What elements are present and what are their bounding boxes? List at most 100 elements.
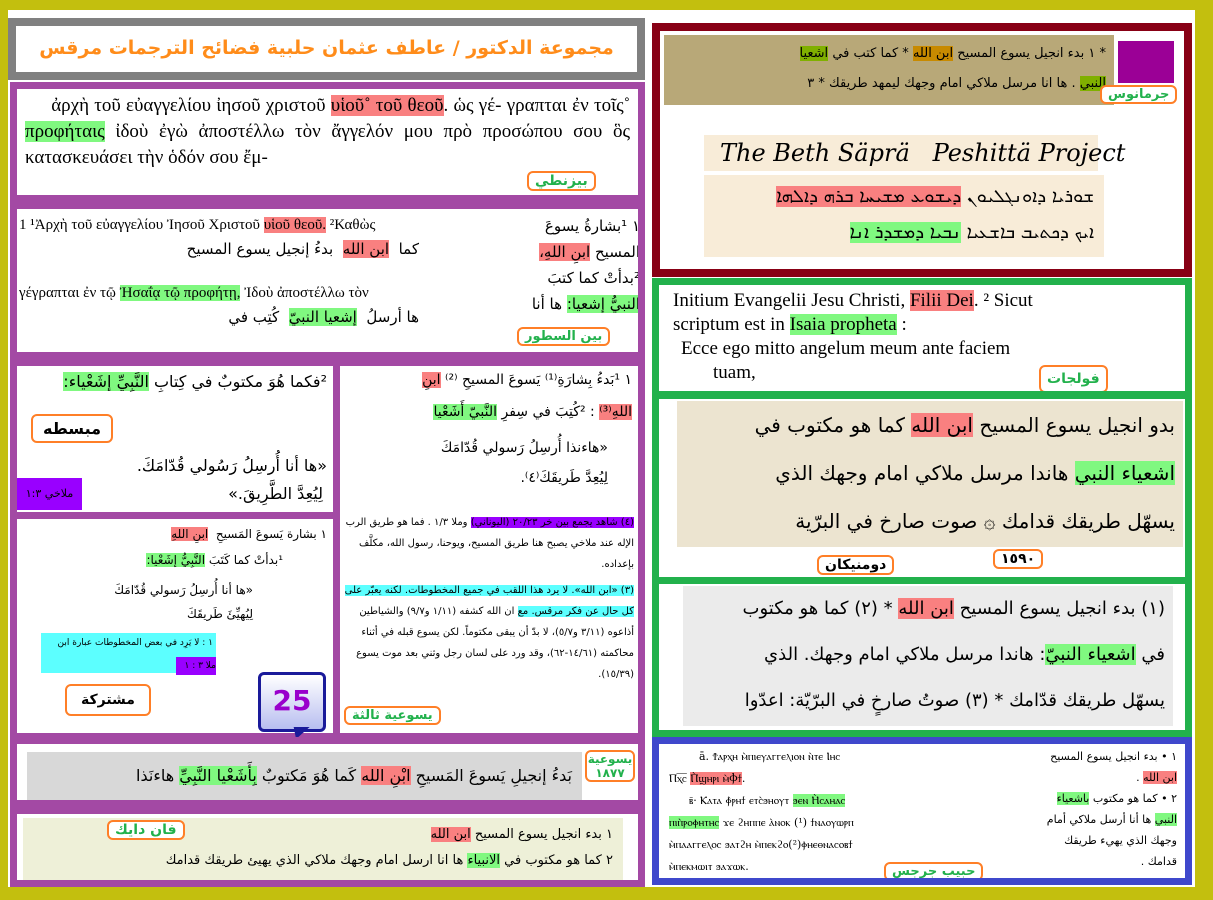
vulgate-panel: Initium Evangelii Jesu Christi, Filii De… — [652, 278, 1192, 398]
son-of-god-highlight: ابن الله — [1143, 771, 1177, 784]
arabic-line: كُتِب في — [228, 308, 280, 326]
title-box: مجموعة الدكتور / عاطف عثمان حلبية فضائح … — [8, 18, 645, 80]
byzantine-panel: ἀρχὴ τοῦ εὐαγγελίου ἰησοῦ χριστοῦ υἱοῦ˚ … — [10, 82, 645, 202]
arabic-line: قدامك . — [1140, 855, 1177, 868]
vulgate-line: tuam, — [713, 362, 756, 383]
arabic-line: * (٢) كما هو مكتوب — [742, 598, 893, 619]
jesuit-line: «هاءنذا أُرسِلُ رَسولي قُدّامَكَ — [440, 440, 608, 456]
label-dominican: دومنيكان — [817, 555, 895, 575]
dominican-panel: بدو انجيل يسوع المسيح ابن الله كما هو مك… — [652, 392, 1192, 584]
arabic-line: ٢ • كما هو مكتوب — [1092, 792, 1177, 805]
latin-text: scriptum est in — [673, 314, 785, 335]
arabic-line: ١ بشارة يَسوعَ المَسيحِ — [215, 527, 327, 541]
purple-marker — [1118, 41, 1174, 83]
son-of-god-highlight: Filii Dei — [909, 290, 974, 311]
peshitta-scan: ܫܘܪܝܐ ܕܐܘܢܓܠܝܘܢ ܕܝܫܘܥ ܡܫܝܚܐ ܒܪܗ ܕܐܠܗܐ ܐܝ… — [704, 175, 1104, 257]
arabic-line: ها أرسلُ — [366, 308, 419, 326]
label-jesuit-1877: يسوعية ١٨٧٧ — [585, 750, 635, 782]
son-of-god-highlight: ابْنِ الله — [361, 766, 411, 785]
son-of-god-highlight: υἱοῦ θεοῦ. — [263, 217, 327, 233]
shared-line: ١ بشارة يَسوعَ المَسيحِ ابنِ اللهِ — [171, 527, 327, 541]
son-of-god-highlight: ابنِ اللهِ، — [539, 243, 591, 261]
arabic-line: بدو انجيل يسوع المسيح — [979, 413, 1175, 437]
footnote-text: وملا ١/٣ . فما هو طريق الرب الإله عند مل… — [345, 517, 634, 570]
prophet-highlight: ⲡⲓⲡ̀ⲣⲟⲫⲏⲧⲏⲥ — [669, 816, 720, 829]
arabic-line: المسيح — [595, 243, 640, 261]
malachi-reference: ملا ٣ : ١ — [176, 657, 216, 675]
latin-text: . ² Sicut — [973, 290, 1033, 311]
son-of-god-highlight: υἱοῦ˚ τοῦ θεοῦ — [330, 95, 444, 116]
arabic-line: ٢ كما هو مكتوب في — [504, 853, 613, 868]
footnote-4: (٤) شاهد يجمع بين خر ٢٠/٢٣ (اليوناني) وم… — [344, 512, 634, 575]
footnote-highlight: (٤) شاهد يجمع بين خر ٢٠/٢٣ (اليوناني) — [470, 517, 634, 528]
son-of-god-highlight: ابن الله — [342, 240, 390, 258]
greek-line: 1 ¹Ἀρχὴ τοῦ εὐαγγελίου Ἰησοῦ Χριστοῦ — [19, 217, 260, 233]
peshitta-heading: The Beth Säprä Peshittä Project — [704, 135, 1125, 171]
latin-text: Initium Evangelii Jesu Christi, — [673, 290, 906, 311]
son-of-god-highlight: ابنِ — [422, 372, 441, 388]
prophets-highlight: προφήταις — [25, 121, 105, 142]
dominican-modern-scan: (١) بدء انجيل يسوع المسيح ابن الله * (٢)… — [683, 586, 1173, 726]
arabic-line: ١ ¹بَدءُ بِشارَةِ⁽¹⁾ يَسوعَ المسيحِ ⁽²⁾ — [445, 372, 632, 388]
interlinear-panel: 1 ¹Ἀρχὴ τοῦ εὐαγγελίου Ἰησοῦ Χριστοῦ υἱο… — [10, 202, 645, 359]
simplified-line: «ها أنا أُرسِلُ رَسُولي قُدّامَكَ. — [136, 456, 327, 475]
label-vandyck: فان دايك — [107, 820, 185, 840]
label-germanus: جرمانوس — [1100, 85, 1178, 104]
coptic-line: ⲃ̄· Ⲕⲁⲧⲁ ⲫ̀ⲣⲏϯ ⲉⲧⲥ̀ϧⲏⲟⲩⲧ — [689, 794, 790, 807]
label-byzantine: بيزنطي — [527, 171, 596, 191]
arabic-line: كما — [398, 240, 419, 258]
label-jesuit-third: يسوعية ثالثة — [344, 706, 441, 725]
prophet-highlight: النَّبيّ أَشَعْيا — [433, 404, 498, 420]
son-of-god-highlight: ابن الله — [911, 413, 973, 437]
arabic-line: ١ بدء انجيل يسوع المسيح — [474, 827, 613, 842]
vandyck-panel: ١ بدء انجيل يسوع المسيح ابن الله ٢ كما ه… — [10, 807, 645, 887]
jesuit-1877-panel: بَدءُ إنجيلِ يَسوعَ المَسيحِ ابْنِ الله … — [10, 737, 645, 807]
interlinear-left: 1 ¹Ἀρχὴ τοῦ εὐαγγελίου Ἰησοῦ Χριστοῦ υἱο… — [19, 213, 419, 329]
arabic-line: * كما كتب في — [832, 46, 909, 61]
arabic-line: ¹بدأتْ كما كَتَبَ — [208, 553, 283, 567]
prophet-highlight: اشعياء النبي — [1074, 461, 1175, 485]
arabic-line: ها أنا — [531, 295, 563, 313]
arabic-line: كما هو مكتوب في — [754, 413, 905, 437]
son-of-god-highlight: ابن الله — [430, 827, 471, 842]
prophet-highlight: Ἠσαΐᾳ τῷ προφήτῃ, — [119, 285, 241, 301]
coptic-line: ⲙ̀ⲡⲉⲕⲙⲱⲓⲧ ϧⲁϫⲱⲕ. — [669, 860, 749, 873]
simplified-panel: ²فكما هُوَ مكتوبٌ في كِتابِ النَّبِيِّ إ… — [10, 359, 340, 519]
prophet-highlight: النبي — [1079, 76, 1106, 91]
son-of-god-highlight: ابن الله — [898, 598, 954, 619]
greek-line: γέγραπται ἐν τῷ — [19, 285, 116, 301]
arabic-line: بَدءُ إنجيلِ يَسوعَ المَسيحِ — [415, 766, 572, 785]
arabic-line: ²فكما هُوَ مكتوبٌ في كِتابِ — [153, 372, 327, 391]
prophet-highlight: اشعياء النبيّ — [1045, 644, 1136, 665]
shared-line: لِيُهيِّئَ طَريقَكَ — [187, 607, 253, 621]
label-shared: مشتركة — [65, 684, 151, 716]
germanus-panel: * ١ بدء انجيل يسوع المسيح ابن الله * كما… — [652, 23, 1192, 277]
prophet-highlight: إشعيا النبيّ — [288, 308, 357, 326]
greek-line: Ἰδοὺ ἀποστέλλω τὸν — [244, 285, 369, 301]
coptic-arabic: ١ • بدء انجيل يسوع المسيح ابن الله . ٢ •… — [987, 746, 1177, 872]
jesuit-line: لِيُعِدَّ طَريقَكَ⁽٤⁾. — [520, 470, 608, 486]
arabic-line: بدءُ إنجيل يسوع المسيح — [186, 240, 334, 258]
shared-line: ¹بدأتْ كما كَتَبَ النَّبِيُّ إشَعْيا: — [146, 553, 283, 567]
arabic-line: . ها انا مرسل ملاكي امام وجهك ليمهد طريق… — [807, 76, 1076, 91]
arabic-line: (١) بدء انجيل يسوع المسيح — [959, 598, 1165, 619]
label-simplified: مبسطه — [31, 414, 114, 443]
page-number-badge: 25 — [258, 672, 326, 732]
arabic-line: يسهّل طريقك قدامك ۞ صوت صارخ في البرّية — [795, 509, 1175, 533]
simplified-line: لِيُعِدَّ الطَّرِيقَ.» — [228, 484, 323, 503]
simplified-line: ²فكما هُوَ مكتوبٌ في كِتابِ النَّبِيِّ إ… — [63, 372, 327, 391]
greek-text: μου πρὸ προσώπου σου ὃς κατασκευάσει τὴν… — [25, 121, 630, 168]
malachi-reference: ملاخي ١:٣ — [17, 478, 82, 510]
jesuit-line: ١ ¹بَدءُ بِشارَةِ⁽¹⁾ يَسوعَ المسيحِ ⁽²⁾ … — [422, 372, 632, 388]
arabic-line: ها انا ارسل امام وجهك ملاكي الذي يهيئ طر… — [165, 853, 464, 868]
son-of-god-highlight: ܕܝܫܘܥ ܡܫܝܚܐ ܒܪܗ ܕܐܠܗܐ — [776, 186, 962, 207]
coptic-text: ā. Ϯⲁⲣⲭⲏ ⲙ̀ⲡⲓⲉⲩⲁⲅⲅⲉⲗⲓⲟⲛ ⲛ̀ⲧⲉ Ⲓⲏⲥ Ⲡⲭ̅ⲥ̅ Ⲡ… — [669, 746, 979, 878]
syriac-line: ܫܘܪܝܐ ܕܐܘܢܓܠܝܘܢ — [966, 186, 1094, 207]
son-of-god-highlight: ابنِ اللهِ — [171, 527, 209, 541]
arabic-line: ²بدأتْ كما كتبَ — [547, 269, 640, 287]
dominican-modern-panel: (١) بدء انجيل يسوع المسيح ابن الله * (٢)… — [652, 577, 1192, 737]
son-of-god-highlight: Ⲡ̀ϣⲏⲣⲓ ⲙ̀Ⲫϯ — [690, 772, 742, 785]
footnote-text: ان الله كشفه (١/١١ و٩/٧) والشياطين أذاعو… — [356, 606, 634, 680]
footnote-3: (٣) «ابن الله». لا يرد هذا اللقب في جميع… — [344, 580, 634, 685]
son-of-god-highlight: اللهِ⁽³⁾ — [599, 404, 632, 420]
